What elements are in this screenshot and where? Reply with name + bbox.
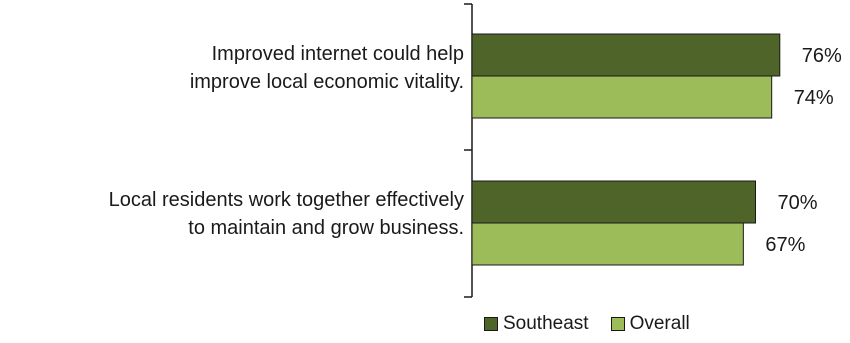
data-label-southeast-1: 70%	[778, 192, 818, 214]
bar-overall-0	[471, 75, 773, 119]
legend-item-overall: Overall	[610, 313, 690, 335]
category-label-1: Local residents work together effectivel…	[108, 189, 464, 239]
bar-southeast-1	[471, 180, 756, 224]
legend: Southeast Overall	[484, 313, 690, 335]
category-label-0: Improved internet could help improve loc…	[189, 43, 464, 93]
legend-label-southeast: Southeast	[503, 313, 589, 334]
legend-item-southeast: Southeast	[484, 313, 589, 335]
data-label-southeast-0: 76%	[802, 45, 842, 67]
legend-swatch-southeast	[484, 317, 498, 331]
bar-overall-1	[471, 222, 744, 266]
data-label-overall-1: 67%	[765, 234, 805, 256]
legend-label-overall: Overall	[629, 313, 690, 334]
legend-swatch-overall	[610, 317, 625, 331]
bar-southeast-0	[471, 33, 781, 77]
data-label-overall-0: 74%	[794, 87, 834, 109]
